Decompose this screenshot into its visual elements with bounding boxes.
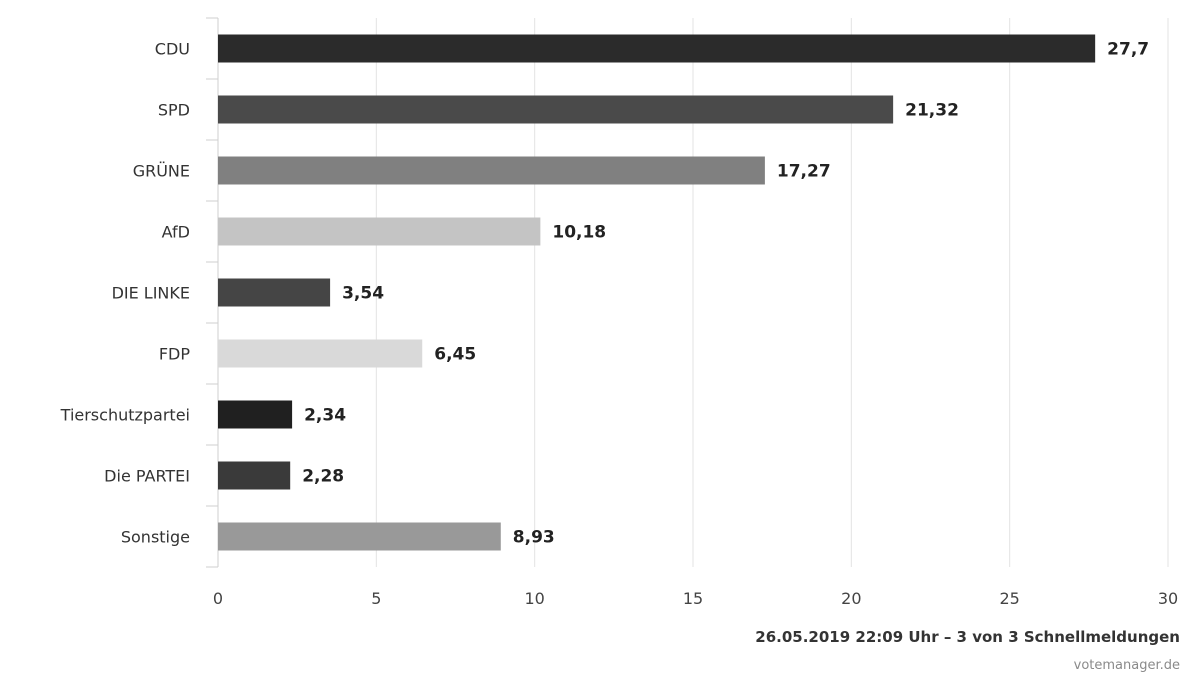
bar-chart: CDU 27,7 SPD 21,32 GRÜNE 17,27 AfD 10,18 DIE LIN… bbox=[60, 17, 1178, 608]
bar bbox=[218, 400, 293, 429]
bar bbox=[218, 34, 1096, 63]
data-label: 21,32 bbox=[905, 101, 959, 121]
category-label: FDP bbox=[159, 345, 191, 364]
x-tick-label: 10 bbox=[524, 589, 544, 608]
category-label: DIE LINKE bbox=[112, 284, 190, 303]
bar bbox=[218, 95, 894, 124]
bar bbox=[218, 156, 765, 185]
category-label: SPD bbox=[158, 101, 190, 120]
data-label: 27,7 bbox=[1107, 40, 1149, 60]
x-tick-label: 30 bbox=[1158, 589, 1178, 608]
x-tick-label: 5 bbox=[371, 589, 381, 608]
bar bbox=[218, 522, 501, 551]
category-label: Die PARTEI bbox=[104, 467, 190, 486]
data-label: 8,93 bbox=[513, 528, 555, 548]
data-label: 17,27 bbox=[777, 162, 831, 182]
bar bbox=[218, 278, 331, 307]
bar bbox=[218, 461, 291, 490]
bar bbox=[218, 339, 423, 368]
data-label: 2,34 bbox=[304, 406, 346, 426]
footer-source: votemanager.de bbox=[1073, 658, 1180, 673]
x-tick-label: 15 bbox=[683, 589, 703, 608]
category-label: Tierschutzpartei bbox=[60, 406, 190, 425]
bar bbox=[218, 217, 541, 246]
data-label: 10,18 bbox=[552, 223, 606, 243]
category-label: AfD bbox=[162, 223, 190, 242]
x-tick-label: 25 bbox=[999, 589, 1019, 608]
category-label: GRÜNE bbox=[133, 162, 190, 181]
footer-timestamp: 26.05.2019 22:09 Uhr – 3 von 3 Schnellme… bbox=[755, 628, 1180, 646]
data-label: 2,28 bbox=[302, 467, 344, 487]
x-tick-label: 0 bbox=[213, 589, 223, 608]
category-label: CDU bbox=[155, 40, 190, 59]
data-label: 6,45 bbox=[434, 345, 476, 365]
data-label: 3,54 bbox=[342, 284, 384, 304]
category-label: Sonstige bbox=[121, 528, 190, 547]
x-tick-label: 20 bbox=[841, 589, 861, 608]
